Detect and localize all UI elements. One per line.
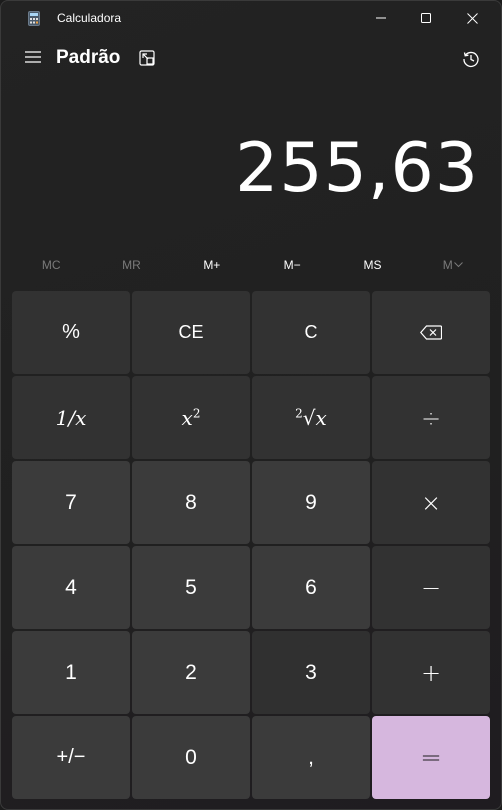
digit-6-button[interactable]: 6 <box>252 546 370 629</box>
reciprocal-label: 1/x <box>55 405 87 430</box>
history-icon <box>463 51 479 68</box>
memory-clear-button[interactable]: MC <box>41 258 61 272</box>
divide-button[interactable]: ÷ <box>372 376 490 459</box>
digit-3-button[interactable]: 3 <box>252 631 370 714</box>
app-header: Padrão <box>1 37 501 81</box>
minimize-icon <box>376 17 386 19</box>
equals-button[interactable]: = <box>372 716 490 799</box>
memory-recall-button[interactable]: MR <box>122 258 141 272</box>
negate-button[interactable]: +/− <box>12 716 130 799</box>
memory-store-button[interactable]: MS <box>363 258 382 272</box>
result-display: 255,63 <box>235 129 479 208</box>
digit-1-button[interactable]: 1 <box>12 631 130 714</box>
digit-9-button[interactable]: 9 <box>252 461 370 544</box>
square-button[interactable]: x2 <box>132 376 250 459</box>
close-icon <box>466 12 478 24</box>
digit-5-button[interactable]: 5 <box>132 546 250 629</box>
keep-on-top-icon <box>139 50 155 66</box>
navigation-menu-button[interactable] <box>19 43 47 71</box>
maximize-icon <box>421 13 431 23</box>
history-button[interactable] <box>457 45 485 73</box>
calculator-app-icon <box>28 11 40 26</box>
close-button[interactable] <box>449 1 495 35</box>
backspace-button[interactable] <box>372 291 490 374</box>
square-label: x2 <box>181 405 201 430</box>
maximize-button[interactable] <box>403 1 449 35</box>
add-button[interactable]: + <box>372 631 490 714</box>
clear-button[interactable]: C <box>252 291 370 374</box>
minimize-button[interactable] <box>358 1 404 35</box>
memory-add-button[interactable]: M+ <box>203 258 221 272</box>
title-bar: Calculadora <box>1 1 501 35</box>
backspace-icon <box>420 325 442 340</box>
digit-0-button[interactable]: 0 <box>132 716 250 799</box>
subtract-button[interactable]: − <box>372 546 490 629</box>
window-title: Calculadora <box>57 11 122 25</box>
digit-2-button[interactable]: 2 <box>132 631 250 714</box>
percent-button[interactable]: % <box>12 291 130 374</box>
hamburger-icon <box>25 51 41 63</box>
memory-list-button[interactable]: M <box>413 247 493 283</box>
reciprocal-button[interactable]: 1/x <box>12 376 130 459</box>
keypad: % CE C 1/x x2 2√x ÷ 7 8 9 × 4 5 6 − <box>12 291 492 801</box>
multiply-button[interactable]: × <box>372 461 490 544</box>
square-root-button[interactable]: 2√x <box>252 376 370 459</box>
memory-subtract-button[interactable]: M− <box>283 258 301 272</box>
digit-8-button[interactable]: 8 <box>132 461 250 544</box>
digit-7-button[interactable]: 7 <box>12 461 130 544</box>
memory-list-label: M <box>442 258 453 272</box>
square-root-label: 2√x <box>295 405 327 430</box>
clear-entry-button[interactable]: CE <box>132 291 250 374</box>
keep-on-top-button[interactable] <box>134 45 160 71</box>
digit-4-button[interactable]: 4 <box>12 546 130 629</box>
memory-row: MC MR M+ M− MS M <box>11 247 493 283</box>
calculator-mode-title: Padrão <box>56 47 121 68</box>
chevron-down-icon <box>453 262 463 268</box>
decimal-separator-button[interactable]: , <box>252 716 370 799</box>
